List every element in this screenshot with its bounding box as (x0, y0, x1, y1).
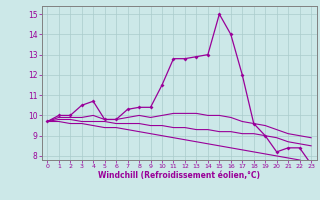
X-axis label: Windchill (Refroidissement éolien,°C): Windchill (Refroidissement éolien,°C) (98, 171, 260, 180)
